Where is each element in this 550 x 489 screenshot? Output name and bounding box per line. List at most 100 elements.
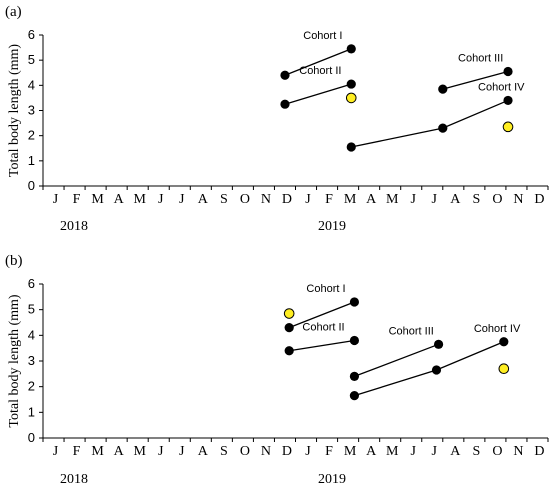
y-tick-label: 1 xyxy=(28,153,35,168)
x-tick-label: J xyxy=(432,444,438,459)
series-line xyxy=(284,83,352,105)
x-tick-label: S xyxy=(472,444,480,459)
series-line xyxy=(354,343,439,378)
series-label: Cohort I xyxy=(303,30,342,42)
x-tick-label: J xyxy=(411,444,417,459)
series-label: Cohort III xyxy=(389,325,434,337)
data-point xyxy=(284,323,294,333)
x-tick-label: S xyxy=(472,192,480,207)
x-tick-label: N xyxy=(513,192,523,207)
x-tick-label: A xyxy=(366,444,377,459)
year-label: 2019 xyxy=(318,472,346,487)
series-label: Cohort IV xyxy=(478,81,525,93)
data-point xyxy=(503,95,513,106)
y-tick-label: 6 xyxy=(28,27,35,42)
x-tick-label: O xyxy=(240,444,250,459)
series-line xyxy=(354,341,505,397)
x-tick-label: N xyxy=(261,192,271,207)
y-tick-label: 5 xyxy=(28,52,35,67)
x-tick-label: A xyxy=(114,192,125,207)
series-line xyxy=(351,99,509,148)
y-tick-label: 3 xyxy=(28,353,35,368)
y-axis-label: Total body length (mm) xyxy=(7,294,22,428)
series-label: Cohort I xyxy=(306,283,345,295)
series-label: Cohort II xyxy=(299,65,341,77)
x-tick-label: F xyxy=(325,444,333,459)
data-point xyxy=(349,391,360,401)
year-label: 2018 xyxy=(60,472,88,487)
x-tick-label: J xyxy=(179,444,185,459)
x-tick-label: O xyxy=(492,192,502,207)
x-tick-label: M xyxy=(344,444,357,459)
x-tick-label: J xyxy=(305,192,311,207)
x-tick-label: A xyxy=(366,192,377,207)
y-tick-label: 4 xyxy=(28,77,35,92)
data-point xyxy=(346,44,356,54)
y-tick-label: 5 xyxy=(28,302,35,317)
data-point xyxy=(438,84,448,94)
x-tick-label: M xyxy=(91,192,104,207)
x-tick-label: A xyxy=(198,444,209,459)
series-label: Cohort III xyxy=(458,52,503,64)
x-tick-label: S xyxy=(220,192,228,207)
x-tick-label: N xyxy=(261,444,271,459)
series-label: Cohort II xyxy=(302,321,344,333)
x-tick-label: M xyxy=(133,444,146,459)
year-label: 2019 xyxy=(318,219,346,234)
series-line xyxy=(284,48,352,76)
x-tick-label: J xyxy=(411,192,417,207)
highlight-point xyxy=(498,363,510,375)
x-tick-label: N xyxy=(513,444,523,459)
data-point xyxy=(349,335,360,346)
y-axis-label: Total body length (mm) xyxy=(7,44,22,178)
highlight-point xyxy=(502,121,514,133)
series-label: Cohort IV xyxy=(474,323,521,335)
data-point xyxy=(499,337,509,347)
x-tick-label: J xyxy=(179,192,185,207)
x-tick-label: J xyxy=(432,192,438,207)
y-tick-label: 2 xyxy=(28,379,35,394)
year-label: 2018 xyxy=(60,219,88,234)
x-tick-label: S xyxy=(220,444,228,459)
y-tick-label: 1 xyxy=(28,404,35,419)
data-point xyxy=(349,297,360,307)
highlight-point xyxy=(283,308,295,319)
x-tick-label: A xyxy=(450,192,461,207)
x-tick-label: M xyxy=(91,444,104,459)
x-tick-label: J xyxy=(158,192,164,207)
x-tick-label: J xyxy=(158,444,164,459)
x-tick-label: D xyxy=(534,444,544,459)
y-tick-label: 0 xyxy=(28,430,35,445)
x-tick-label: J xyxy=(305,444,311,459)
x-tick-label: M xyxy=(386,444,399,459)
series-line xyxy=(442,70,509,90)
data-point xyxy=(438,123,448,133)
x-tick-label: J xyxy=(53,192,59,207)
x-tick-label: A xyxy=(114,444,125,459)
data-point xyxy=(280,70,290,80)
data-point xyxy=(503,66,513,77)
panel-label: (b) xyxy=(5,253,23,269)
series-line xyxy=(288,301,355,329)
data-point xyxy=(346,142,356,152)
x-tick-label: O xyxy=(240,192,250,207)
x-tick-label: F xyxy=(325,192,333,207)
x-tick-label: M xyxy=(344,192,357,207)
data-point xyxy=(284,346,294,356)
highlight-point xyxy=(345,92,357,104)
x-tick-label: A xyxy=(450,444,461,459)
x-tick-label: A xyxy=(198,192,209,207)
x-tick-label: D xyxy=(534,192,544,207)
x-tick-label: M xyxy=(386,192,399,207)
y-tick-label: 3 xyxy=(28,103,35,118)
data-point xyxy=(349,371,360,381)
x-tick-label: J xyxy=(53,444,59,459)
x-tick-label: D xyxy=(282,444,292,459)
x-tick-label: O xyxy=(492,444,502,459)
data-point xyxy=(431,365,442,375)
data-point xyxy=(280,99,290,109)
x-tick-label: F xyxy=(73,192,81,207)
series-line xyxy=(289,339,355,352)
